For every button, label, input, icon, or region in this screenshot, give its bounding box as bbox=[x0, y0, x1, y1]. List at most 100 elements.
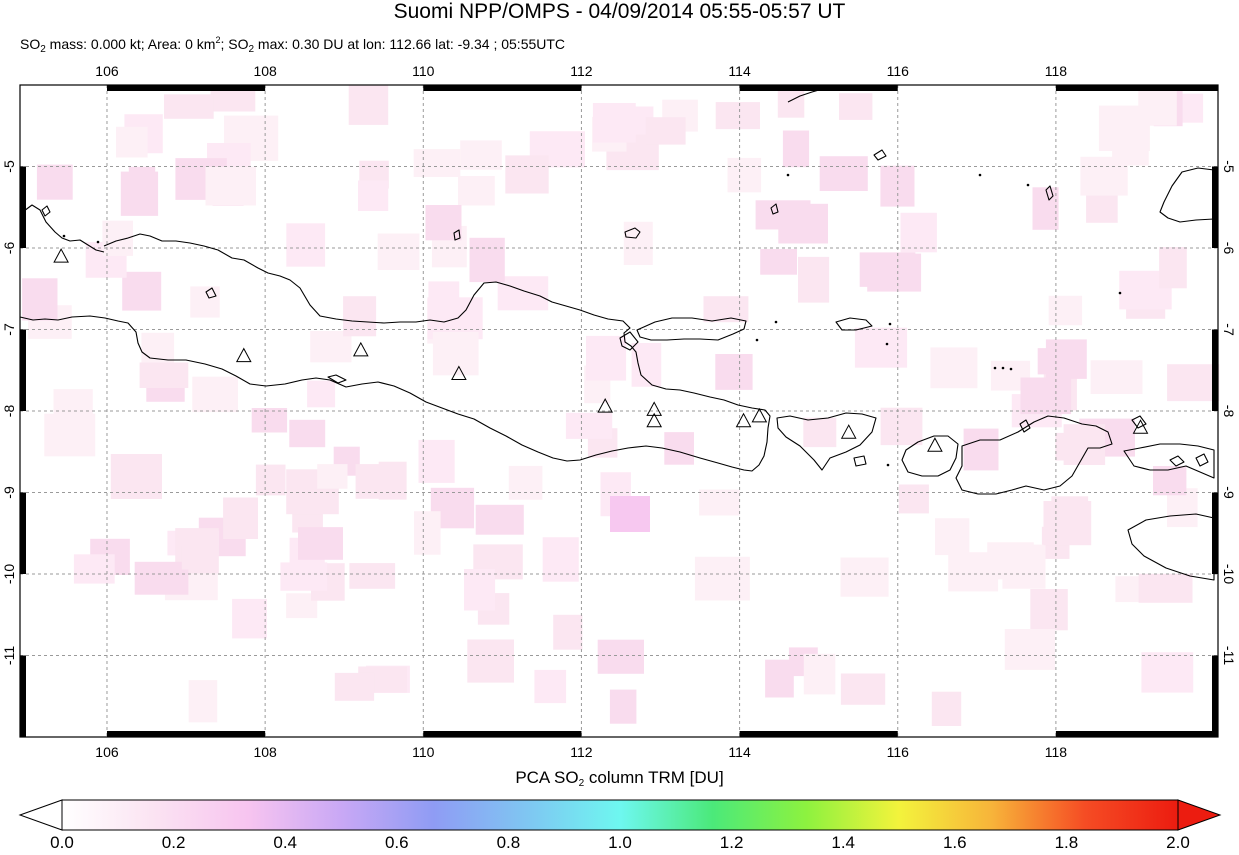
scale-bar-top bbox=[739, 85, 898, 91]
so2-cell bbox=[1030, 589, 1068, 631]
colorbar-tick-label: 1.4 bbox=[831, 833, 856, 852]
so2-cell bbox=[1090, 360, 1143, 394]
so2-cell bbox=[413, 149, 461, 177]
so2-cell bbox=[755, 200, 811, 230]
so2-cell bbox=[803, 417, 837, 448]
lat-tick-label-left: -11 bbox=[1, 646, 17, 665]
islet bbox=[755, 338, 759, 342]
so2-cell bbox=[505, 155, 549, 194]
so2-cell bbox=[425, 205, 462, 241]
so2-cell bbox=[358, 180, 389, 211]
so2-cell bbox=[963, 428, 999, 471]
small-island-coastline bbox=[619, 331, 639, 351]
islet bbox=[888, 322, 892, 326]
small-island-coastline bbox=[205, 287, 217, 299]
so2-cell bbox=[565, 412, 613, 439]
colorbar-tick-label: 0.8 bbox=[496, 833, 521, 852]
lat-tick-label-left: -10 bbox=[1, 564, 17, 584]
so2-cell bbox=[475, 504, 524, 535]
lat-tick-label-right: -11 bbox=[1221, 646, 1237, 665]
colorbar-tick-label: 0.2 bbox=[161, 833, 186, 852]
so2-cell bbox=[139, 362, 189, 388]
subtitle-part: SO bbox=[20, 36, 41, 52]
so2-cell bbox=[334, 672, 375, 701]
lon-tick-label-top: 106 bbox=[95, 63, 119, 79]
so2-cell bbox=[1037, 348, 1066, 375]
islet bbox=[993, 366, 997, 370]
volcano-triangle-icon bbox=[1132, 419, 1149, 434]
java-coastline bbox=[19, 233, 771, 472]
so2-cell bbox=[286, 223, 326, 267]
so2-cell bbox=[355, 464, 398, 499]
colorbar-high-arrow bbox=[1177, 799, 1222, 831]
so2-cell bbox=[36, 164, 73, 200]
so2-cell bbox=[192, 376, 238, 413]
small-island-coastline bbox=[853, 455, 867, 467]
so2-cell bbox=[859, 252, 916, 287]
so2-cell bbox=[116, 126, 148, 158]
lon-tick-label-top: 108 bbox=[253, 63, 277, 79]
lon-tick-label-bottom: 116 bbox=[887, 744, 910, 760]
colorbar-tick-label: 0.0 bbox=[50, 833, 74, 852]
small-island-coastline bbox=[41, 205, 51, 217]
sumatra-coastline bbox=[19, 204, 105, 253]
bali-coastline bbox=[776, 412, 877, 471]
madura-coastline bbox=[636, 317, 747, 341]
so2-cell bbox=[469, 237, 505, 283]
lat-tick-label-right: -9 bbox=[1221, 486, 1237, 499]
lon-tick-label-bottom: 118 bbox=[1045, 744, 1068, 760]
so2-cell bbox=[343, 296, 377, 337]
so2-cell bbox=[1063, 424, 1106, 465]
scale-bar-left bbox=[20, 166, 26, 248]
colorbar-tick-label: 2.0 bbox=[1166, 833, 1190, 852]
axis-tick-labels: 106 106 108 108 110 110 112 112 114 114 116 116 118 1… bbox=[1, 63, 1237, 760]
volcano-triangle-icon bbox=[646, 401, 663, 416]
islet bbox=[786, 173, 790, 177]
so2-cell bbox=[377, 233, 420, 270]
scale-bar-left bbox=[20, 329, 26, 411]
map-subtitle: SO2 mass: 0.000 kt; Area: 0 km2; SO2 max… bbox=[20, 35, 565, 55]
colorbar-tick-label: 1.6 bbox=[942, 833, 967, 852]
so2-cell bbox=[592, 103, 636, 143]
so2-cell bbox=[777, 89, 805, 118]
scale-bar-right bbox=[1212, 166, 1218, 248]
colorbar bbox=[18, 799, 1222, 831]
colorbar-tick-label: 1.8 bbox=[1054, 833, 1079, 852]
colorbar-title-part: column TRM [DU] bbox=[584, 768, 724, 787]
so2-cell bbox=[803, 653, 836, 695]
so2-cell bbox=[122, 271, 162, 311]
islet bbox=[978, 173, 982, 177]
so2-cell bbox=[1080, 156, 1128, 196]
islet bbox=[96, 240, 100, 244]
subtitle-subscript: 2 bbox=[248, 44, 255, 55]
so2-cell bbox=[348, 85, 389, 125]
small-island-coastline bbox=[1169, 455, 1185, 467]
lon-tick-label-top: 112 bbox=[570, 63, 593, 79]
colorbar-gradient bbox=[61, 799, 1179, 831]
colorbar-low-arrow bbox=[18, 799, 63, 831]
islet bbox=[1001, 366, 1005, 370]
islet-dots bbox=[62, 173, 1122, 467]
lon-tick-label-bottom: 112 bbox=[570, 744, 593, 760]
colorbar-tick-label: 0.4 bbox=[273, 833, 298, 852]
bawean-coastline bbox=[624, 227, 641, 239]
so2-cell bbox=[840, 557, 889, 597]
so2-cell bbox=[190, 286, 220, 318]
so2-cell bbox=[900, 212, 937, 253]
scale-bar-bottom bbox=[423, 731, 582, 737]
lat-tick-label-left: -6 bbox=[1, 242, 17, 255]
colorbar-tick-label: 1.2 bbox=[719, 833, 744, 852]
so2-cell bbox=[765, 659, 794, 698]
so2-cell bbox=[534, 669, 567, 704]
so2-cell bbox=[798, 256, 830, 303]
so2-cell bbox=[645, 117, 686, 145]
so2-cell bbox=[553, 614, 583, 650]
gridlines bbox=[20, 85, 1218, 737]
so2-cell bbox=[223, 497, 258, 539]
so2-cells-layer bbox=[22, 85, 1220, 726]
so2-cell bbox=[458, 176, 495, 206]
volcano-triangle-icon bbox=[751, 407, 768, 423]
sumba-coastline bbox=[1127, 513, 1215, 581]
so2-cell bbox=[164, 94, 214, 119]
map-title: Suomi NPP/OMPS - 04/09/2014 05:55-05:57 … bbox=[393, 0, 846, 23]
